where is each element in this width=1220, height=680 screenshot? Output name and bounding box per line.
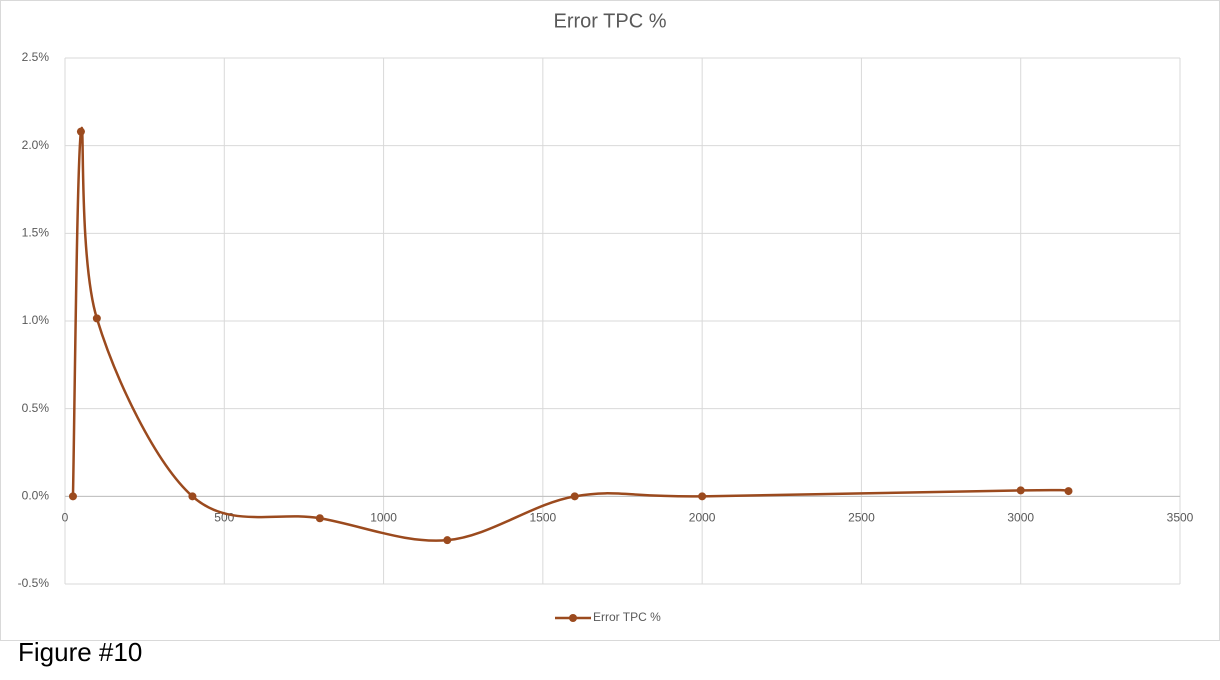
- y-tick-label: -0.5%: [18, 576, 50, 590]
- y-tick-label: 2.0%: [22, 138, 50, 152]
- data-point: [315, 514, 324, 523]
- legend-label: Error TPC %: [593, 610, 661, 624]
- y-tick-label: 0.0%: [22, 489, 50, 503]
- data-point: [1016, 486, 1025, 495]
- chart-title: Error TPC %: [554, 10, 667, 32]
- data-point: [68, 492, 77, 501]
- data-point: [698, 492, 707, 501]
- data-point: [76, 127, 85, 136]
- y-tick-label: 0.5%: [22, 401, 50, 415]
- y-tick-label: 1.0%: [22, 313, 50, 327]
- data-point: [1064, 487, 1073, 496]
- data-point: [188, 492, 197, 501]
- y-tick-label: 1.5%: [22, 226, 50, 240]
- x-tick-label: 1000: [370, 511, 397, 525]
- data-point: [92, 314, 101, 323]
- x-tick-label: 3000: [1007, 511, 1034, 525]
- x-tick-label: 1500: [530, 511, 557, 525]
- y-tick-label: 2.5%: [22, 50, 50, 64]
- data-point: [443, 536, 452, 545]
- data-point: [570, 492, 579, 501]
- x-tick-label: 2500: [848, 511, 875, 525]
- x-tick-label: 3500: [1167, 511, 1194, 525]
- x-tick-label: 0: [62, 511, 69, 525]
- legend-marker: [569, 614, 577, 622]
- figure-caption: Figure #10: [18, 637, 142, 667]
- x-tick-label: 2000: [689, 511, 716, 525]
